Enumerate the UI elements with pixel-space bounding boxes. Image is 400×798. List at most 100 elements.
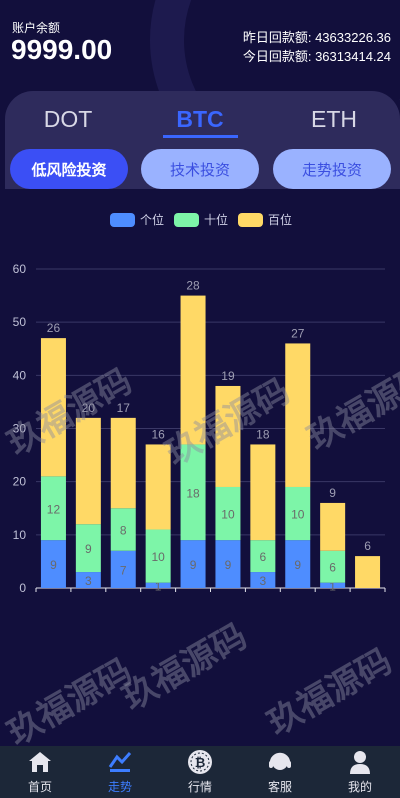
- data-label: 9: [50, 558, 57, 572]
- data-label: 9: [85, 542, 92, 556]
- bar-segment: [75, 572, 101, 588]
- tab-btc[interactable]: BTC: [176, 106, 224, 132]
- bar-segment: [285, 540, 311, 588]
- tabbar-service-label: 客服: [267, 780, 292, 794]
- data-label: 6: [329, 561, 336, 575]
- bar-segment: [40, 338, 66, 477]
- data-label: 28: [186, 279, 200, 293]
- y-tick-label: 0: [19, 581, 26, 595]
- data-label: 7: [120, 563, 127, 577]
- data-label: 9: [225, 558, 232, 572]
- stacked-bar-chart: 0102030405060912263920781711016918289101…: [13, 262, 386, 595]
- y-tick-label: 30: [13, 422, 27, 436]
- bar-segment: [180, 444, 206, 541]
- bar-segment: [250, 572, 276, 588]
- tabbar-trend[interactable]: 走势: [80, 746, 160, 798]
- bar-segment: [75, 524, 101, 573]
- today-return-value: 36313414.24: [315, 49, 391, 64]
- bar-segment: [180, 295, 206, 445]
- y-tick-label: 40: [13, 368, 27, 382]
- bar-segment: [250, 540, 276, 573]
- watermark-6: 玖福源码: [261, 642, 399, 743]
- chart-legend: 个位 十位 百位: [0, 211, 400, 229]
- tabbar-profile[interactable]: 我的: [320, 746, 400, 798]
- data-label: 1: [155, 579, 162, 593]
- data-label: 6: [260, 550, 267, 564]
- tabbar-home-label: 首页: [27, 780, 52, 794]
- technical-button[interactable]: 技术投资: [141, 149, 259, 189]
- data-label: 18: [256, 427, 270, 441]
- legend-tens-label: 十位: [204, 213, 229, 227]
- data-label: 3: [260, 574, 267, 588]
- tabbar-profile-label: 我的: [347, 780, 372, 794]
- data-label: 3: [85, 574, 92, 588]
- bar-segment: [180, 540, 206, 588]
- today-return-label: 今日回款额:: [242, 49, 312, 64]
- data-label: 1: [329, 579, 336, 593]
- data-label: 17: [117, 401, 131, 415]
- tabbar-market[interactable]: ₿ 行情: [160, 746, 240, 798]
- bar-segment: [320, 502, 346, 551]
- bar-segment: [110, 550, 136, 588]
- y-tick-label: 60: [13, 262, 27, 276]
- home-icon: [27, 749, 53, 775]
- bottom-tabbar: 首页 走势 ₿ 行情 客服 我的: [0, 746, 400, 798]
- today-return: 今日回款额: 36313414.24: [243, 46, 391, 65]
- bar-segment: [250, 444, 276, 541]
- bar-segment: [145, 529, 171, 583]
- data-label: 9: [329, 486, 336, 500]
- legend-tens[interactable]: 十位: [174, 211, 228, 228]
- data-label: 8: [120, 524, 127, 538]
- account-header: 账户余额 9999.00 昨日回款额: 43633226.36 今日回款额: 3…: [0, 0, 400, 100]
- data-label: 9: [190, 558, 197, 572]
- data-label: 26: [47, 321, 61, 335]
- bitcoin-icon: ₿: [187, 749, 213, 775]
- tabbar-home[interactable]: 首页: [0, 746, 80, 798]
- bar-segment: [320, 550, 346, 583]
- legend-hundreds-label: 百位: [268, 213, 293, 227]
- data-label: 19: [221, 369, 235, 383]
- data-label: 6: [364, 539, 371, 553]
- balance-label: 账户余额: [12, 21, 61, 35]
- bar-segment: [145, 582, 171, 588]
- data-label: 18: [186, 486, 200, 500]
- yesterday-return: 昨日回款额: 43633226.36: [243, 27, 391, 46]
- data-label: 27: [291, 326, 305, 340]
- tabbar-market-label: 行情: [187, 780, 212, 794]
- bar-segment: [285, 486, 311, 541]
- y-tick-label: 20: [13, 475, 27, 489]
- data-label: 9: [294, 558, 301, 572]
- legend-ones-swatch: [110, 212, 135, 227]
- legend-ones-label: 个位: [140, 213, 165, 227]
- bar-segment: [215, 385, 241, 487]
- balance-value: 9999.00: [11, 34, 113, 65]
- tab-dot[interactable]: DOT: [43, 106, 93, 132]
- legend-hundreds-swatch: [238, 212, 263, 227]
- bar-segment: [215, 540, 241, 588]
- bar-segment: [110, 508, 136, 551]
- bar-segment: [320, 582, 346, 588]
- legend-tens-swatch: [174, 212, 199, 227]
- data-label: 10: [291, 508, 305, 522]
- bar-segment: [355, 556, 381, 588]
- watermark-5: 玖福源码: [1, 652, 139, 753]
- legend-hundreds[interactable]: 百位: [238, 211, 292, 228]
- bar-segment: [145, 444, 171, 530]
- data-label: 16: [151, 427, 165, 441]
- trend-icon: [107, 749, 133, 775]
- tabbar-service[interactable]: 客服: [240, 746, 320, 798]
- y-tick-label: 10: [13, 528, 27, 542]
- low-risk-button[interactable]: 低风险投资: [10, 149, 128, 189]
- bar-segment: [285, 343, 311, 487]
- legend-ones[interactable]: 个位: [110, 211, 164, 228]
- tab-eth[interactable]: ETH: [311, 106, 357, 132]
- yesterday-return-label: 昨日回款额:: [242, 30, 312, 45]
- bar-segment: [215, 486, 241, 541]
- trend-button[interactable]: 走势投资: [273, 149, 391, 189]
- data-label: 10: [221, 508, 235, 522]
- data-label: 12: [47, 502, 61, 516]
- decorative-ring: [150, 0, 400, 100]
- watermark-4: 玖福源码: [116, 617, 254, 718]
- bar-segment: [110, 417, 136, 509]
- y-tick-label: 50: [13, 315, 27, 329]
